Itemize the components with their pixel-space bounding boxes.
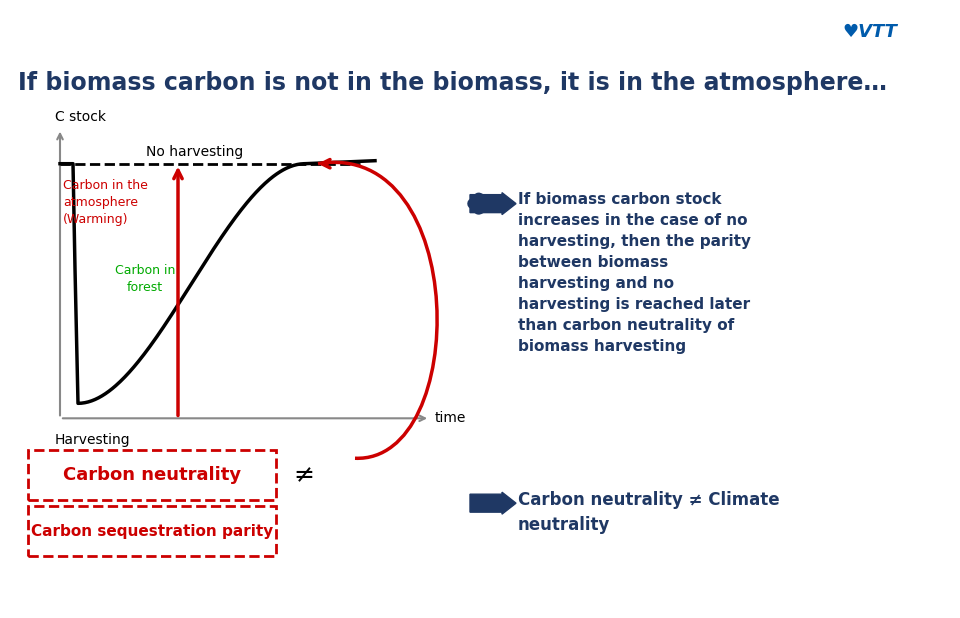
Text: C stock: C stock <box>55 110 106 124</box>
Text: Harvesting: Harvesting <box>55 433 131 447</box>
Text: ≠: ≠ <box>294 464 315 487</box>
FancyArrow shape <box>470 193 516 214</box>
Text: Carbon in
forest: Carbon in forest <box>115 263 175 294</box>
FancyArrow shape <box>470 492 516 514</box>
Text: 15: 15 <box>781 22 799 35</box>
Text: VTT TECHNICAL RESEARCH CENTRE OF FINLAND: VTT TECHNICAL RESEARCH CENTRE OF FINLAND <box>15 24 316 34</box>
Text: Carbon sequestration parity: Carbon sequestration parity <box>31 523 274 539</box>
Text: If biomass carbon is not in the biomass, it is in the atmosphere…: If biomass carbon is not in the biomass,… <box>18 71 887 95</box>
FancyBboxPatch shape <box>820 0 960 57</box>
Text: 26/09/2013: 26/09/2013 <box>658 24 722 34</box>
Text: No harvesting: No harvesting <box>146 145 244 159</box>
Text: Carbon neutrality ≠ Climate
neutrality: Carbon neutrality ≠ Climate neutrality <box>518 491 780 534</box>
Text: Carbon neutrality: Carbon neutrality <box>63 466 241 485</box>
Text: If biomass carbon stock
increases in the case of no
harvesting, then the parity
: If biomass carbon stock increases in the… <box>518 192 751 353</box>
Text: Carbon in the
atmosphere
(Warming): Carbon in the atmosphere (Warming) <box>63 179 148 226</box>
Text: time: time <box>435 412 467 425</box>
Text: ♥VTT: ♥VTT <box>843 23 898 41</box>
